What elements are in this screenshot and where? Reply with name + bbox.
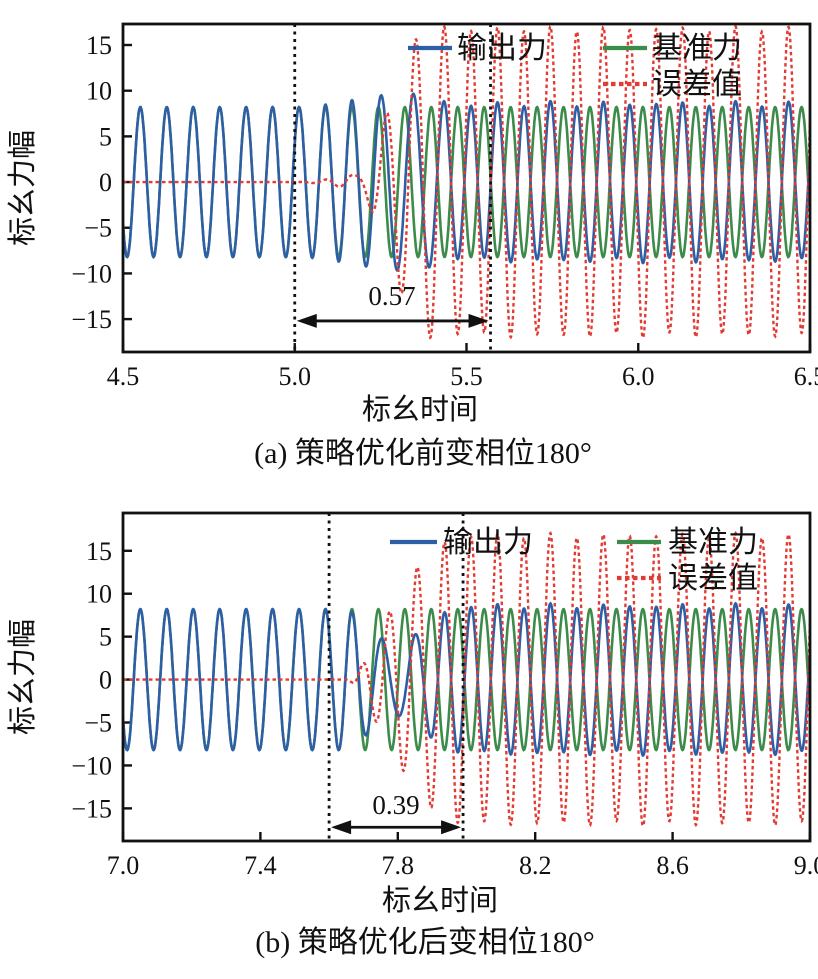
curves <box>123 24 810 340</box>
x-tick-label: 9.0 <box>794 851 818 880</box>
x-tick-label: 5.0 <box>279 362 312 391</box>
y-tick-label: 0 <box>99 666 112 695</box>
curves <box>123 530 810 828</box>
arrowhead-right <box>468 313 489 328</box>
error-value-curve <box>123 530 810 828</box>
x-tick-label: 7.8 <box>382 851 415 880</box>
chart-panel-a: 4.55.05.56.06.5151050−5−10−15 标幺力幅 标幺时间 … <box>6 22 818 470</box>
y-tick-label: −15 <box>71 305 112 334</box>
plot-area-a: 4.5 5.0 5.5 6.0 6.5 15 10 5 0 −5 −10 −15 <box>71 24 818 391</box>
arrowhead-left <box>331 820 352 835</box>
settling-time-label: 0.39 <box>372 790 419 820</box>
x-tick-label: 7.4 <box>244 851 277 880</box>
arrowhead-left <box>296 313 317 328</box>
x-tick-label: 7.0 <box>107 851 140 880</box>
x-tick-label: 8.6 <box>656 851 689 880</box>
axes-frame <box>121 511 812 843</box>
axes-frame <box>121 22 812 354</box>
settling-arrow <box>296 313 489 328</box>
settling-time-label: 0.57 <box>368 281 415 311</box>
y-tick-label: −5 <box>84 214 112 243</box>
x-tick-label: 6.0 <box>622 362 655 391</box>
y-axis-label: 标幺力幅 <box>6 130 39 246</box>
y-tick-label: 15 <box>86 537 112 566</box>
x-axis-label: 标幺时间 <box>382 884 498 917</box>
x-tick-label: 6.5 <box>794 362 818 391</box>
y-tick-label: −10 <box>71 751 112 780</box>
legend-label-reference: 基准力 <box>668 526 758 559</box>
y-tick-label: 10 <box>86 77 112 106</box>
legend-label-error: 误差值 <box>668 562 758 595</box>
chart-panel-b: 7.0 7.4 7.8 8.2 8.6 9.0 15 10 5 0 −5 −10 −15 标幺力幅 标幺… <box>6 511 818 959</box>
y-axis-label: 标幺力幅 <box>6 619 39 735</box>
arrowhead-right <box>441 820 462 835</box>
axis-ticks: 7.0 7.4 7.8 8.2 8.6 9.0 15 10 5 0 −5 −10 −15 <box>71 537 818 880</box>
y-tick-label: −5 <box>84 709 112 738</box>
x-tick-label: 5.5 <box>450 362 483 391</box>
y-tick-label: −15 <box>71 794 112 823</box>
settling-arrow <box>331 820 462 835</box>
legend-label-error: 误差值 <box>652 68 742 101</box>
legend-label-output: 输出力 <box>443 526 533 559</box>
y-tick-label: 15 <box>86 31 112 60</box>
legend-label-reference: 基准力 <box>652 32 742 65</box>
legend-label-output: 输出力 <box>457 32 547 65</box>
error-value-curve <box>123 24 810 340</box>
y-tick-label: 5 <box>99 623 112 652</box>
x-tick-label: 8.2 <box>519 851 552 880</box>
x-axis-label: 标幺时间 <box>362 393 478 426</box>
y-tick-label: 0 <box>99 168 112 197</box>
axis-ticks: 4.5 5.0 5.5 6.0 6.5 15 10 5 0 −5 −10 −15 <box>71 31 818 391</box>
y-tick-label: 5 <box>99 122 112 151</box>
x-tick-label: 4.5 <box>107 362 140 391</box>
y-tick-label: 10 <box>86 580 112 609</box>
caption: (a) 策略优化前变相位180° <box>254 437 592 470</box>
y-tick-label: −10 <box>71 259 112 288</box>
plot-area-b: 7.0 7.4 7.8 8.2 8.6 9.0 15 10 5 0 −5 −10 −15 <box>71 513 818 880</box>
caption: (b) 策略优化后变相位180° <box>255 926 594 959</box>
